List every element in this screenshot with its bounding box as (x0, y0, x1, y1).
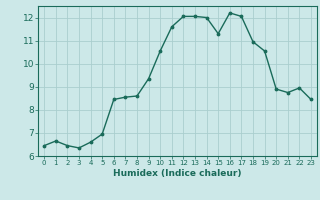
X-axis label: Humidex (Indice chaleur): Humidex (Indice chaleur) (113, 169, 242, 178)
